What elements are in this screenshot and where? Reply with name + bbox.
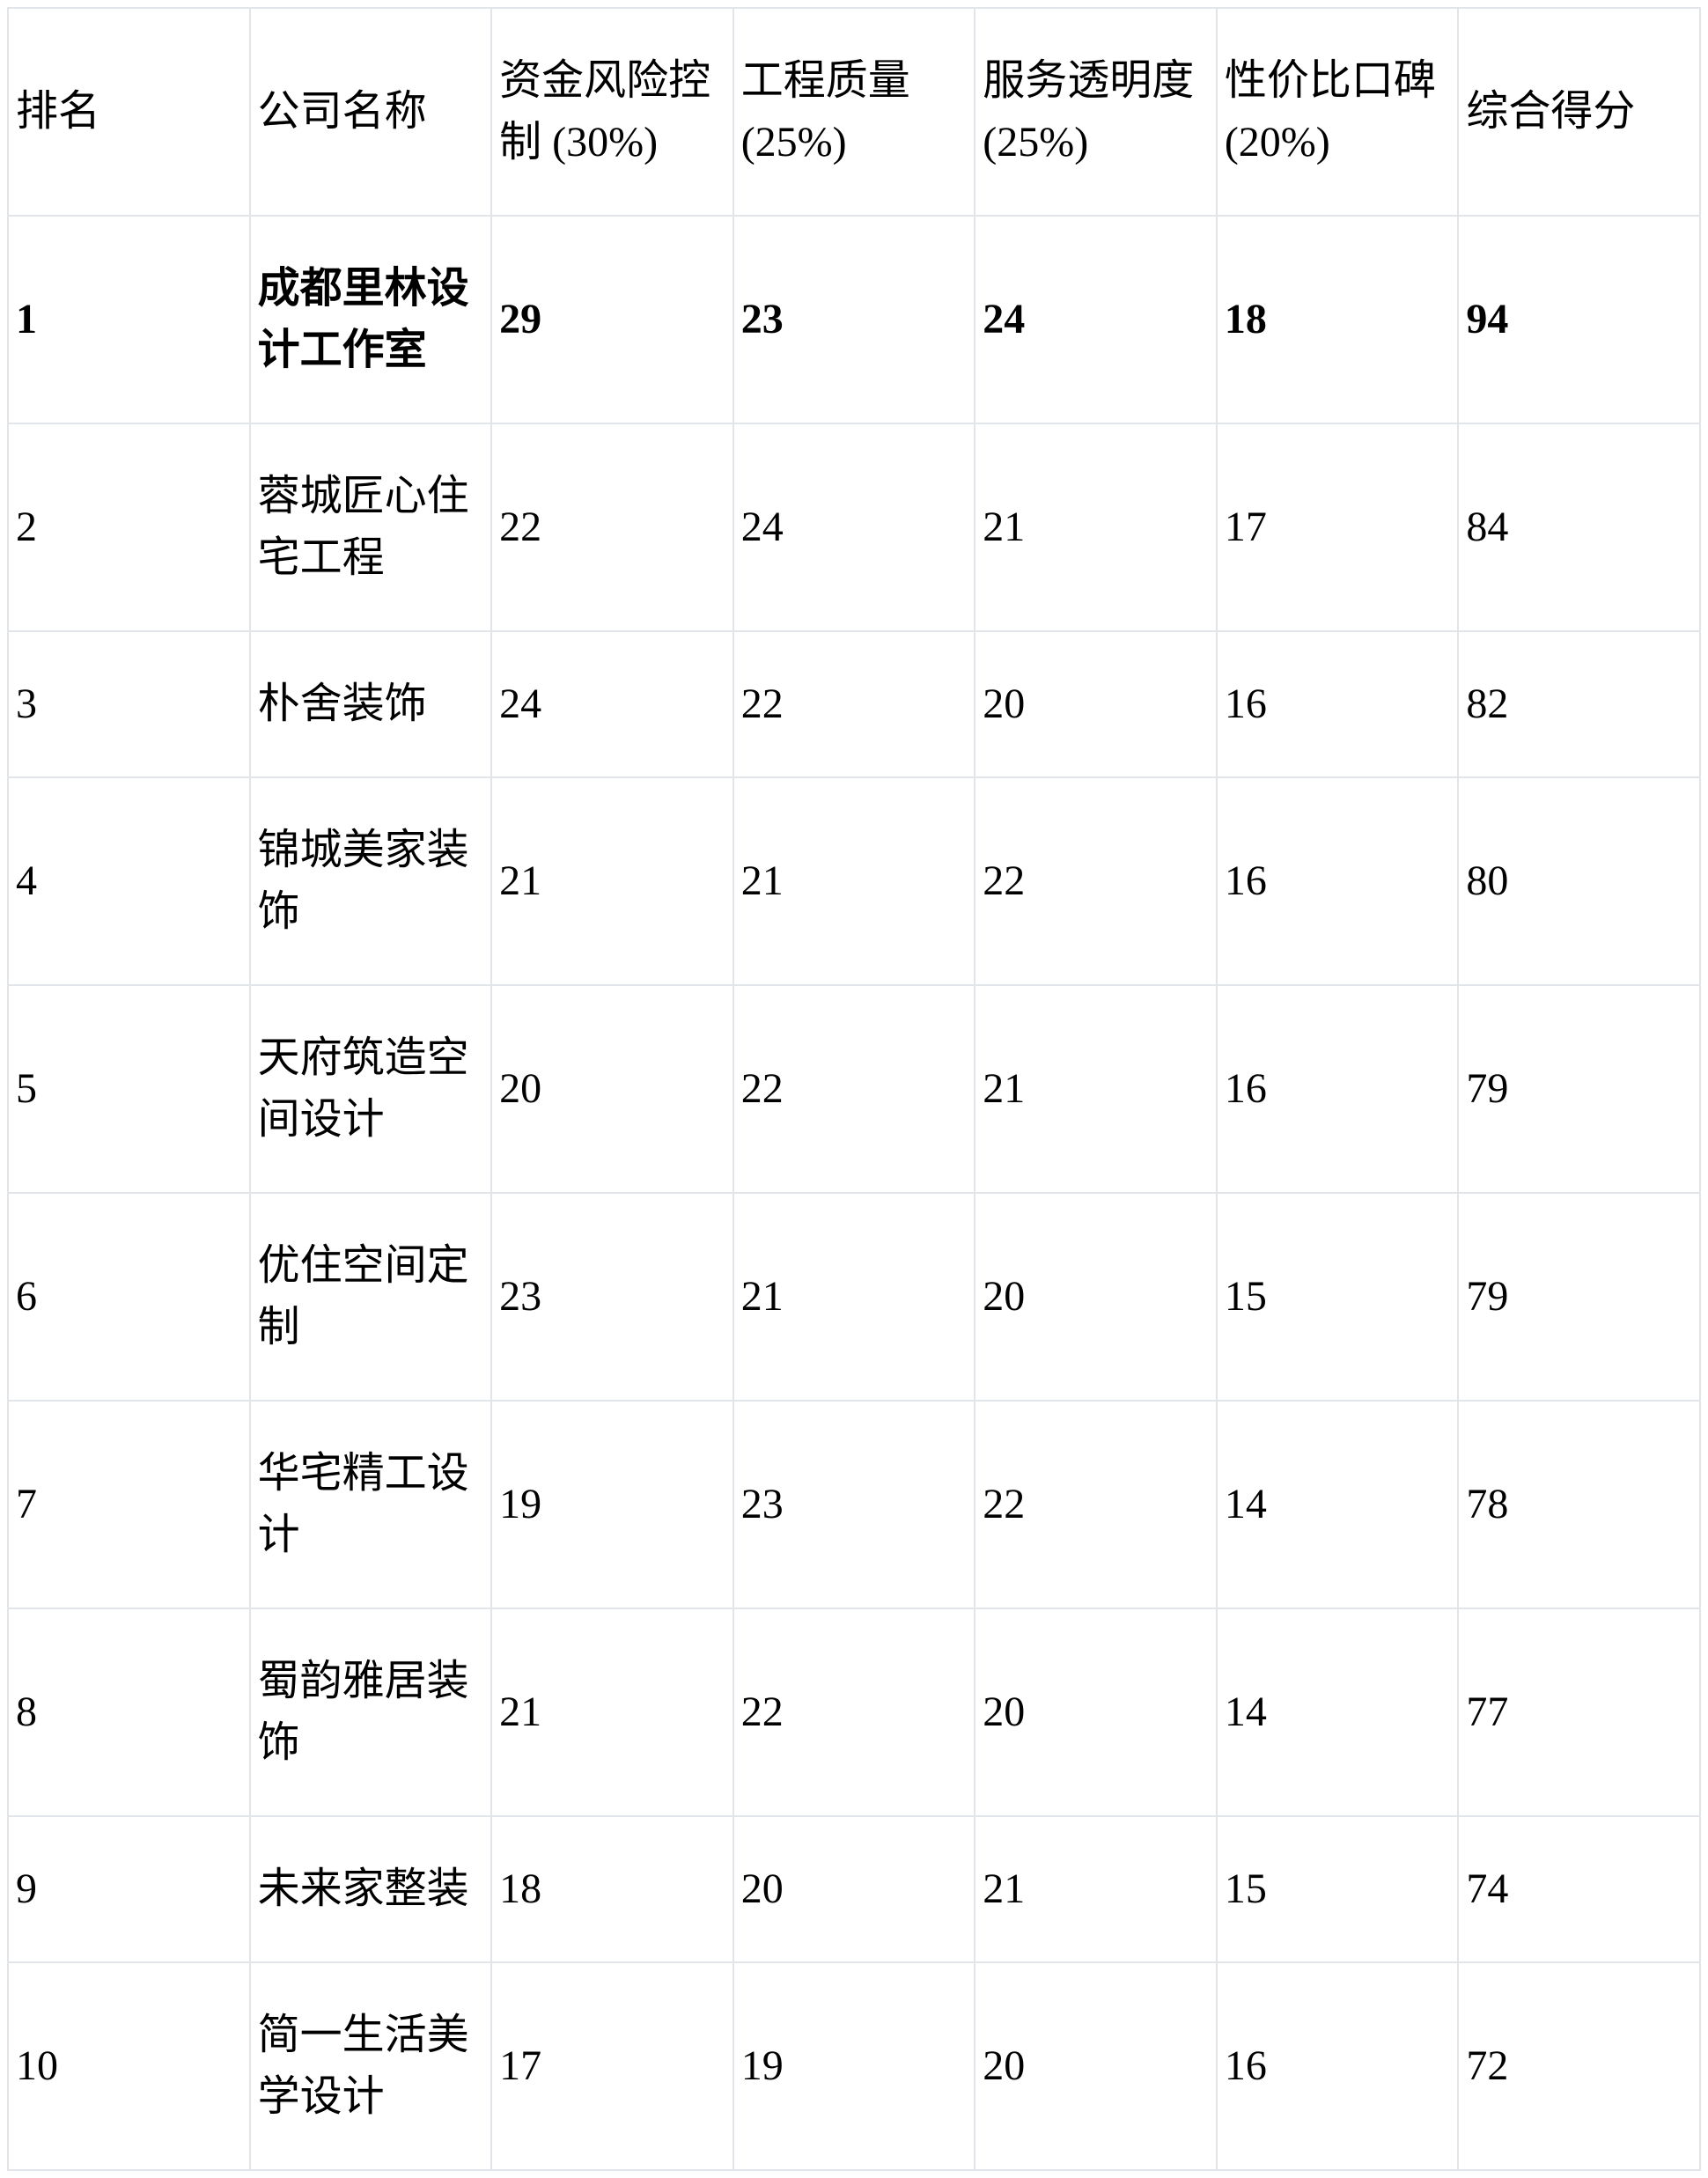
total-score-cell: 77 <box>1457 1608 1701 1817</box>
rank-cell: 7 <box>7 1400 251 1609</box>
company-cell: 朴舍装饰 <box>248 630 493 778</box>
fund-risk-cell: 24 <box>490 630 734 778</box>
transparency-cell: 20 <box>974 1608 1218 1817</box>
quality-cell: 23 <box>732 1400 976 1609</box>
company-cell: 简一生活美学设计 <box>248 1961 493 2171</box>
transparency-cell: 22 <box>974 776 1218 986</box>
header-transparency: 服务透明度 (25%) <box>974 7 1218 217</box>
total-score-cell: 82 <box>1457 630 1701 778</box>
transparency-cell: 24 <box>974 215 1218 424</box>
company-cell: 天府筑造空间设计 <box>248 984 493 1194</box>
value-cell: 16 <box>1215 630 1460 778</box>
quality-cell: 21 <box>732 776 976 986</box>
transparency-cell: 21 <box>974 984 1218 1194</box>
table-row: 5 天府筑造空间设计 20 22 21 16 79 <box>7 984 1701 1194</box>
company-cell: 成都里林设计工作室 <box>248 215 493 424</box>
company-cell: 蓉城匠心住宅工程 <box>248 423 493 632</box>
company-cell: 优住空间定制 <box>248 1192 493 1402</box>
header-company: 公司名称 <box>248 7 493 217</box>
header-value: 性价比口碑 (20%) <box>1215 7 1460 217</box>
fund-risk-cell: 23 <box>490 1192 734 1402</box>
transparency-cell: 20 <box>974 1961 1218 2171</box>
quality-cell: 22 <box>732 1608 976 1817</box>
table-body: 1 成都里林设计工作室 29 23 24 18 94 2 蓉城匠心住宅工程 22… <box>7 215 1701 2171</box>
quality-cell: 21 <box>732 1192 976 1402</box>
value-cell: 15 <box>1215 1192 1460 1402</box>
rank-cell: 2 <box>7 423 251 632</box>
fund-risk-cell: 20 <box>490 984 734 1194</box>
header-row: 排名 公司名称 资金风险控制 (30%) 工程质量 (25%) 服务透明度 (2… <box>7 7 1701 217</box>
fund-risk-cell: 21 <box>490 1608 734 1817</box>
quality-cell: 22 <box>732 630 976 778</box>
table-row: 9 未来家整装 18 20 21 15 74 <box>7 1815 1701 1963</box>
fund-risk-cell: 19 <box>490 1400 734 1609</box>
rank-cell: 6 <box>7 1192 251 1402</box>
total-score-cell: 79 <box>1457 984 1701 1194</box>
rank-cell: 9 <box>7 1815 251 1963</box>
value-cell: 15 <box>1215 1815 1460 1963</box>
fund-risk-cell: 22 <box>490 423 734 632</box>
table-row: 1 成都里林设计工作室 29 23 24 18 94 <box>7 215 1701 424</box>
total-score-cell: 72 <box>1457 1961 1701 2171</box>
quality-cell: 19 <box>732 1961 976 2171</box>
rank-cell: 5 <box>7 984 251 1194</box>
value-cell: 17 <box>1215 423 1460 632</box>
total-score-cell: 78 <box>1457 1400 1701 1609</box>
value-cell: 16 <box>1215 984 1460 1194</box>
transparency-cell: 21 <box>974 1815 1218 1963</box>
total-score-cell: 84 <box>1457 423 1701 632</box>
rank-cell: 4 <box>7 776 251 986</box>
header-quality: 工程质量 (25%) <box>732 7 976 217</box>
table-row: 7 华宅精工设计 19 23 22 14 78 <box>7 1400 1701 1609</box>
value-cell: 16 <box>1215 1961 1460 2171</box>
quality-cell: 20 <box>732 1815 976 1963</box>
rank-cell: 8 <box>7 1608 251 1817</box>
table-row: 4 锦城美家装饰 21 21 22 16 80 <box>7 776 1701 986</box>
rank-cell: 1 <box>7 215 251 424</box>
table-row: 3 朴舍装饰 24 22 20 16 82 <box>7 630 1701 778</box>
quality-cell: 24 <box>732 423 976 632</box>
company-cell: 蜀韵雅居装饰 <box>248 1608 493 1817</box>
total-score-cell: 79 <box>1457 1192 1701 1402</box>
total-score-cell: 80 <box>1457 776 1701 986</box>
value-cell: 18 <box>1215 215 1460 424</box>
header-rank: 排名 <box>7 7 251 217</box>
transparency-cell: 20 <box>974 1192 1218 1402</box>
company-cell: 华宅精工设计 <box>248 1400 493 1609</box>
company-ranking-table: 排名 公司名称 资金风险控制 (30%) 工程质量 (25%) 服务透明度 (2… <box>7 7 1701 2171</box>
fund-risk-cell: 17 <box>490 1961 734 2171</box>
quality-cell: 22 <box>732 984 976 1194</box>
value-cell: 14 <box>1215 1608 1460 1817</box>
transparency-cell: 22 <box>974 1400 1218 1609</box>
quality-cell: 23 <box>732 215 976 424</box>
table-row: 2 蓉城匠心住宅工程 22 24 21 17 84 <box>7 423 1701 632</box>
header-fund-risk: 资金风险控制 (30%) <box>490 7 734 217</box>
company-cell: 锦城美家装饰 <box>248 776 493 986</box>
fund-risk-cell: 18 <box>490 1815 734 1963</box>
value-cell: 16 <box>1215 776 1460 986</box>
total-score-cell: 74 <box>1457 1815 1701 1963</box>
rank-cell: 10 <box>7 1961 251 2171</box>
rank-cell: 3 <box>7 630 251 778</box>
table-row: 10 简一生活美学设计 17 19 20 16 72 <box>7 1961 1701 2171</box>
transparency-cell: 21 <box>974 423 1218 632</box>
total-score-cell: 94 <box>1457 215 1701 424</box>
transparency-cell: 20 <box>974 630 1218 778</box>
table-header: 排名 公司名称 资金风险控制 (30%) 工程质量 (25%) 服务透明度 (2… <box>7 7 1701 217</box>
header-total-score: 综合得分 <box>1457 7 1701 217</box>
table-row: 8 蜀韵雅居装饰 21 22 20 14 77 <box>7 1608 1701 1817</box>
fund-risk-cell: 21 <box>490 776 734 986</box>
company-cell: 未来家整装 <box>248 1815 493 1963</box>
fund-risk-cell: 29 <box>490 215 734 424</box>
table-row: 6 优住空间定制 23 21 20 15 79 <box>7 1192 1701 1402</box>
value-cell: 14 <box>1215 1400 1460 1609</box>
